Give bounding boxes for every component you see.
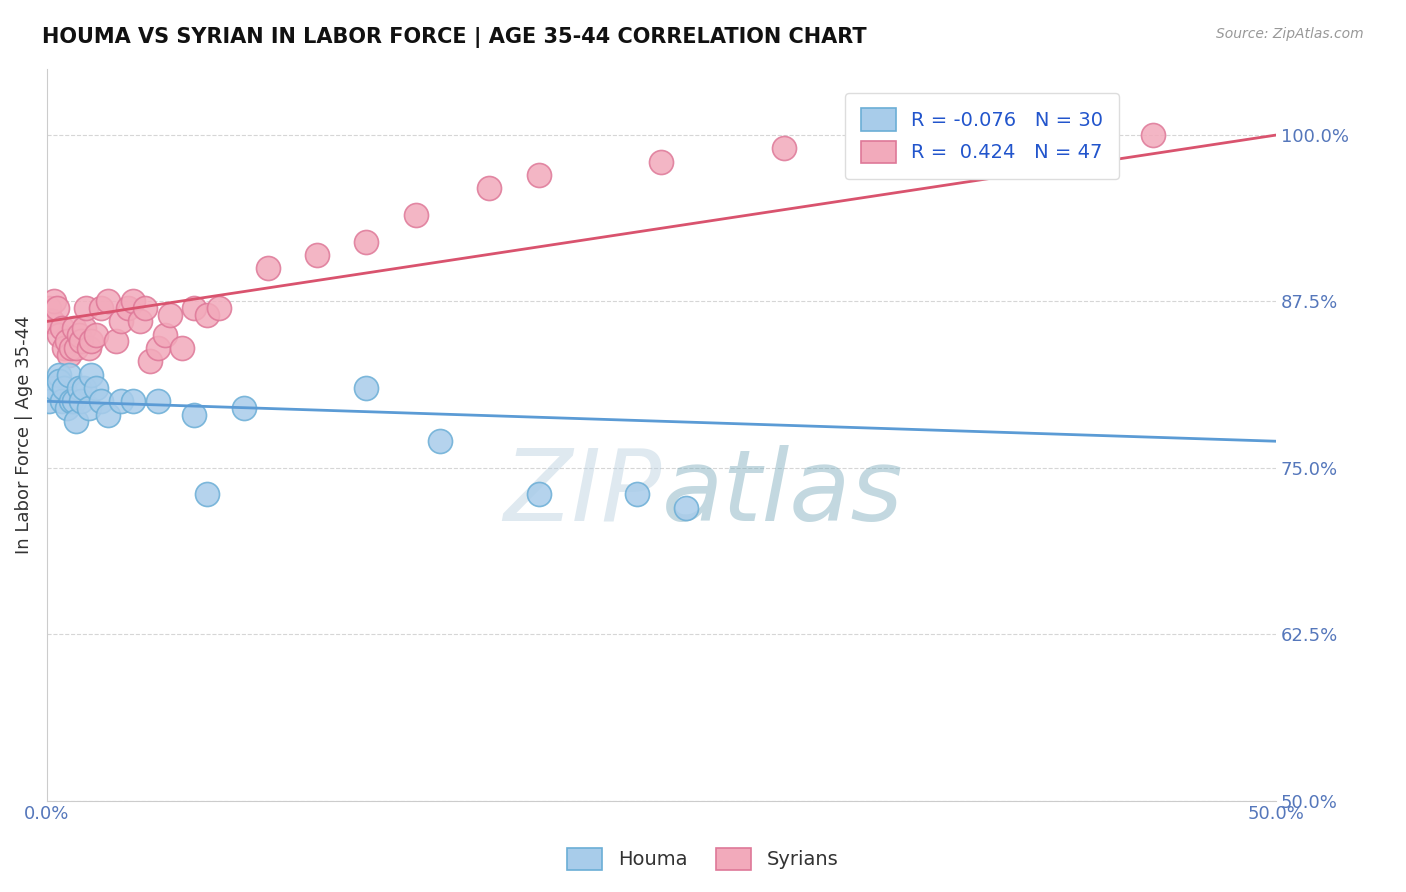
- Point: [51, 394, 73, 409]
- Point: [172, 341, 194, 355]
- Point: [75, 301, 97, 315]
- Point: [90, 394, 112, 409]
- Point: [48, 327, 70, 342]
- Point: [183, 408, 205, 422]
- Point: [183, 301, 205, 315]
- Point: [232, 401, 254, 415]
- Point: [146, 341, 169, 355]
- Text: atlas: atlas: [661, 444, 903, 541]
- Y-axis label: In Labor Force | Age 35-44: In Labor Force | Age 35-44: [15, 315, 32, 554]
- Legend: Houma, Syrians: Houma, Syrians: [560, 839, 846, 878]
- Point: [65, 341, 87, 355]
- Point: [48, 368, 70, 382]
- Point: [429, 434, 451, 449]
- Point: [110, 394, 132, 409]
- Point: [51, 321, 73, 335]
- Point: [63, 394, 86, 409]
- Point: [896, 154, 918, 169]
- Point: [153, 327, 176, 342]
- Point: [55, 401, 77, 415]
- Point: [527, 168, 550, 182]
- Text: Source: ZipAtlas.com: Source: ZipAtlas.com: [1216, 27, 1364, 41]
- Point: [55, 334, 77, 349]
- Point: [122, 394, 145, 409]
- Point: [65, 414, 87, 428]
- Point: [773, 141, 796, 155]
- Point: [38, 301, 60, 315]
- Point: [41, 314, 63, 328]
- Point: [67, 381, 90, 395]
- Point: [1019, 141, 1042, 155]
- Point: [97, 294, 120, 309]
- Point: [257, 261, 280, 276]
- Point: [90, 301, 112, 315]
- Point: [159, 308, 181, 322]
- Point: [307, 248, 329, 262]
- Point: [45, 301, 67, 315]
- Point: [134, 301, 156, 315]
- Point: [129, 314, 152, 328]
- Point: [77, 341, 100, 355]
- Point: [67, 327, 90, 342]
- Point: [84, 381, 107, 395]
- Point: [527, 487, 550, 501]
- Text: ZIP: ZIP: [503, 444, 661, 541]
- Point: [626, 487, 648, 501]
- Point: [60, 341, 83, 355]
- Point: [77, 401, 100, 415]
- Point: [73, 321, 96, 335]
- Point: [97, 408, 120, 422]
- Point: [1142, 128, 1164, 142]
- Point: [356, 381, 378, 395]
- Point: [58, 348, 80, 362]
- Point: [122, 294, 145, 309]
- Point: [38, 314, 60, 328]
- Point: [38, 394, 60, 409]
- Point: [195, 487, 218, 501]
- Point: [675, 500, 697, 515]
- Point: [53, 381, 76, 395]
- Point: [63, 321, 86, 335]
- Text: HOUMA VS SYRIAN IN LABOR FORCE | AGE 35-44 CORRELATION CHART: HOUMA VS SYRIAN IN LABOR FORCE | AGE 35-…: [42, 27, 868, 48]
- Point: [110, 314, 132, 328]
- Point: [650, 154, 672, 169]
- Point: [70, 334, 93, 349]
- Point: [80, 334, 103, 349]
- Point: [195, 308, 218, 322]
- Point: [70, 394, 93, 409]
- Point: [117, 301, 139, 315]
- Point: [44, 294, 66, 309]
- Point: [356, 235, 378, 249]
- Point: [44, 381, 66, 395]
- Point: [80, 368, 103, 382]
- Legend: R = -0.076   N = 30, R =  0.424   N = 47: R = -0.076 N = 30, R = 0.424 N = 47: [845, 93, 1119, 178]
- Point: [146, 394, 169, 409]
- Point: [405, 208, 427, 222]
- Point: [104, 334, 127, 349]
- Point: [60, 394, 83, 409]
- Point: [53, 341, 76, 355]
- Point: [84, 327, 107, 342]
- Point: [139, 354, 162, 368]
- Point: [73, 381, 96, 395]
- Point: [478, 181, 501, 195]
- Point: [208, 301, 231, 315]
- Point: [48, 374, 70, 388]
- Point: [58, 368, 80, 382]
